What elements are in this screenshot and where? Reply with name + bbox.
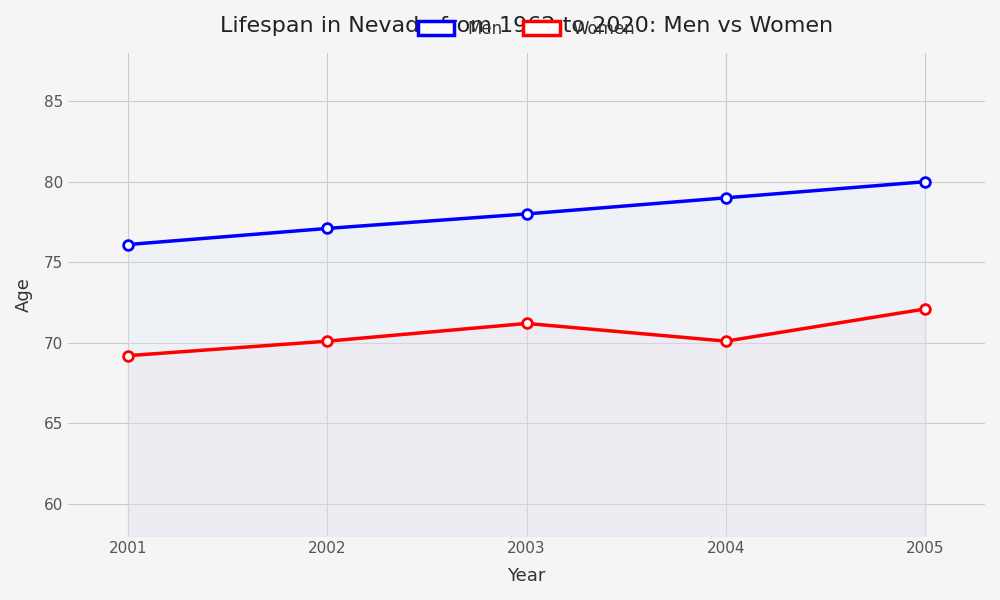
Line: Women: Women [123, 304, 930, 361]
Women [720, 338, 732, 345]
Women [521, 320, 533, 327]
Men [521, 211, 533, 218]
Men [122, 241, 134, 248]
Men [720, 194, 732, 202]
X-axis label: Year: Year [507, 567, 546, 585]
Line: Men: Men [123, 177, 930, 250]
Women [321, 338, 333, 345]
Men [919, 178, 931, 185]
Women [122, 352, 134, 359]
Women [919, 305, 931, 313]
Legend: Men, Women: Men, Women [411, 13, 642, 44]
Y-axis label: Age: Age [15, 277, 33, 312]
Men [321, 225, 333, 232]
Title: Lifespan in Nevada from 1962 to 2020: Men vs Women: Lifespan in Nevada from 1962 to 2020: Me… [220, 16, 833, 36]
